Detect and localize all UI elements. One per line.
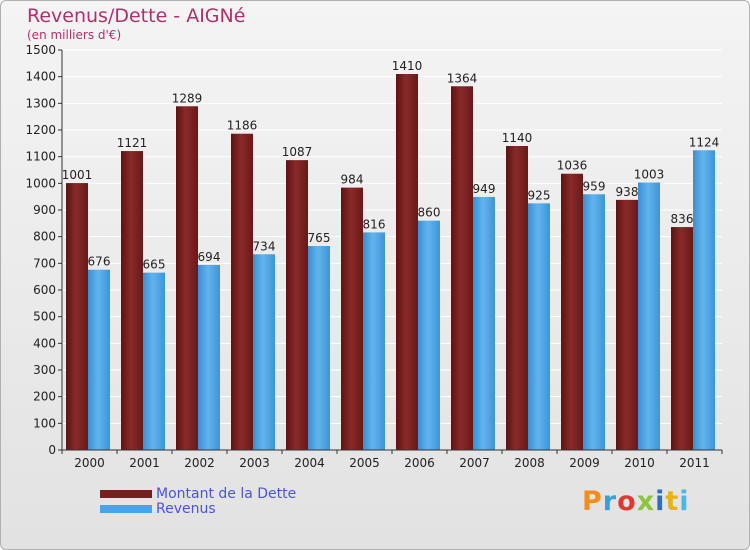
value-label-revenus-2006: 860 — [418, 206, 441, 220]
x-tick-label-2007: 2007 — [459, 456, 490, 470]
bars-layer — [66, 74, 715, 451]
x-tick-label-2010: 2010 — [624, 456, 655, 470]
y-tick-label: 300 — [33, 363, 56, 377]
bar-revenus-2001 — [143, 272, 165, 450]
x-tick-label-2005: 2005 — [349, 456, 380, 470]
y-tick-label: 1200 — [25, 123, 56, 137]
bar-dette-2000 — [66, 183, 88, 451]
x-tick-label-2004: 2004 — [294, 456, 325, 470]
y-tick-label: 1500 — [25, 43, 56, 57]
x-tick-label-2006: 2006 — [404, 456, 435, 470]
chart-subtitle: (en milliers d'€) — [27, 28, 122, 42]
bar-dette-2010 — [616, 199, 638, 450]
value-label-revenus-2001: 665 — [143, 258, 166, 272]
y-tick-label: 1100 — [25, 150, 56, 164]
logo-letter: r — [602, 486, 618, 517]
value-label-dette-2005: 984 — [341, 173, 364, 187]
legend-item-dette: Montant de la Dette — [100, 485, 297, 502]
x-tick-label-2001: 2001 — [129, 456, 160, 470]
legend-swatch-dette — [100, 489, 152, 498]
y-tick-label: 1000 — [25, 176, 56, 190]
y-tick-label: 500 — [33, 310, 56, 324]
legend: Montant de la Dette Revenus — [100, 485, 297, 517]
value-label-dette-2006: 1410 — [392, 59, 423, 73]
y-tick-label: 700 — [33, 256, 56, 270]
value-label-dette-2010: 938 — [616, 185, 639, 199]
axis-layer: 0 100 200 300 400 500 600 700 800 900 1000 1100 1200… — [25, 43, 723, 470]
bar-revenus-2008 — [528, 203, 550, 450]
value-label-dette-2004: 1087 — [282, 145, 313, 159]
bar-dette-2002 — [176, 106, 198, 451]
legend-label-revenus: Revenus — [156, 500, 216, 517]
value-label-revenus-2007: 949 — [473, 182, 496, 196]
logo-letter: x — [636, 486, 656, 517]
y-tick-label: 200 — [33, 390, 56, 404]
legend-swatch-revenus — [100, 504, 152, 513]
y-tick-label: 800 — [33, 230, 56, 244]
proxiti-logo[interactable]: Proxiti — [582, 486, 690, 517]
logo-letter: i — [679, 486, 690, 517]
value-label-dette-2011: 836 — [671, 212, 694, 226]
bar-dette-2006 — [396, 74, 418, 450]
value-label-dette-2002: 1289 — [172, 91, 203, 105]
x-tick-label-2000: 2000 — [74, 456, 105, 470]
bar-dette-2003 — [231, 133, 253, 450]
y-tick-label: 600 — [33, 283, 56, 297]
bar-dette-2008 — [506, 146, 528, 450]
value-label-revenus-2009: 959 — [583, 179, 606, 193]
bar-revenus-2000 — [88, 269, 110, 450]
logo-letter: t — [665, 486, 680, 517]
y-tick-label: 900 — [33, 203, 56, 217]
value-label-revenus-2004: 765 — [308, 231, 331, 245]
bar-dette-2009 — [561, 173, 583, 450]
y-tick-label: 100 — [33, 416, 56, 430]
legend-item-revenus: Revenus — [100, 500, 296, 517]
value-label-revenus-2011: 1124 — [689, 135, 720, 149]
bar-revenus-2006 — [418, 220, 440, 450]
bar-revenus-2011 — [693, 150, 715, 450]
value-label-revenus-2003: 734 — [253, 239, 276, 253]
value-label-dette-2008: 1140 — [502, 131, 533, 145]
bar-revenus-2002 — [198, 264, 220, 450]
y-tick-label: 400 — [33, 336, 56, 350]
bar-revenus-2009 — [583, 194, 605, 450]
y-tick-label: 1300 — [25, 96, 56, 110]
value-label-revenus-2002: 694 — [198, 250, 221, 264]
bar-revenus-2007 — [473, 196, 495, 450]
value-label-dette-2007: 1364 — [447, 71, 478, 85]
value-label-revenus-2008: 925 — [528, 188, 551, 202]
bar-dette-2007 — [451, 86, 473, 451]
bar-dette-2004 — [286, 160, 308, 450]
y-tick-label: 1400 — [25, 70, 56, 84]
bar-dette-2001 — [121, 151, 143, 451]
value-label-dette-2000: 1001 — [62, 168, 93, 182]
bar-revenus-2010 — [638, 182, 660, 451]
logo-letter: o — [617, 486, 637, 517]
logo-letter: i — [655, 486, 666, 517]
bar-dette-2011 — [671, 227, 693, 450]
chart-title: Revenus/Dette - AIGNé — [27, 5, 246, 27]
x-tick-label-2009: 2009 — [569, 456, 600, 470]
x-tick-label-2008: 2008 — [514, 456, 545, 470]
bar-revenus-2005 — [363, 232, 385, 450]
logo-letter: P — [582, 486, 603, 517]
value-label-revenus-2000: 676 — [88, 255, 111, 269]
bar-revenus-2003 — [253, 254, 275, 450]
value-label-revenus-2010: 1003 — [634, 168, 665, 182]
bar-revenus-2004 — [308, 246, 330, 450]
y-tick-label: 0 — [48, 443, 56, 457]
value-label-dette-2009: 1036 — [557, 159, 588, 173]
x-tick-label-2002: 2002 — [184, 456, 215, 470]
value-label-revenus-2005: 816 — [363, 217, 386, 231]
grid-layer — [62, 49, 722, 451]
legend-label-dette: Montant de la Dette — [156, 485, 297, 502]
bar-dette-2005 — [341, 187, 363, 450]
labels-layer: 1001 676 1121 665 1289 694 1186 734 1087 765 984 81… — [62, 59, 720, 272]
value-label-dette-2001: 1121 — [117, 136, 148, 150]
x-tick-label-2011: 2011 — [679, 456, 710, 470]
value-label-dette-2003: 1186 — [227, 119, 258, 133]
x-tick-label-2003: 2003 — [239, 456, 270, 470]
